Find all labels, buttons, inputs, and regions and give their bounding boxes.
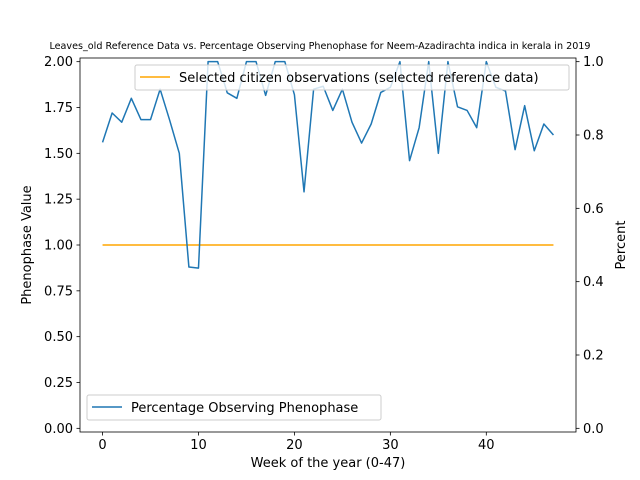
x-tick-label: 0	[98, 438, 106, 453]
y-left-tick-label: 1.25	[44, 193, 73, 208]
legend-box	[134, 64, 570, 91]
y-left-tick-label: 1.00	[44, 239, 73, 254]
y-left-tick-label: 0.50	[44, 330, 73, 345]
plot-area	[101, 60, 555, 269]
left-y-axis: 0.00 0.25 0.50 0.75 1.00 1.25 1.50 1.75 2.00	[44, 55, 80, 437]
x-axis: 0 10 20 30 40	[98, 432, 495, 453]
legend-label-reference: Selected citizen observations (selected …	[179, 71, 539, 86]
y-left-tick-label: 0.75	[44, 284, 73, 299]
x-tick-label: 20	[286, 438, 303, 453]
x-tick-label: 40	[478, 438, 495, 453]
right-y-axis: 0.0 0.2 0.4 0.6 0.8 1.0	[576, 55, 604, 437]
x-tick-label: 10	[190, 438, 207, 453]
y-left-tick-label: 0.25	[44, 376, 73, 391]
x-tick-label: 30	[382, 438, 399, 453]
y-right-tick-label: 0.4	[583, 275, 604, 290]
y-left-tick-label: 1.50	[44, 147, 73, 162]
y-right-tick-label: 0.2	[583, 349, 604, 364]
y-axis-label-right: Percent	[614, 221, 629, 270]
y-right-tick-label: 0.0	[583, 422, 604, 437]
legend-box	[86, 394, 382, 421]
y-right-tick-label: 0.8	[583, 129, 604, 144]
y-right-tick-label: 1.0	[583, 55, 604, 70]
y-right-tick-label: 0.6	[583, 202, 604, 217]
y-left-tick-label: 0.00	[44, 422, 73, 437]
legend-label-percentage: Percentage Observing Phenophase	[131, 401, 358, 416]
y-left-tick-label: 2.00	[44, 55, 73, 70]
series-line-1	[101, 60, 555, 269]
legend-lower-left: Percentage Observing Phenophase	[86, 394, 382, 421]
x-axis-label: Week of the year (0-47)	[251, 456, 406, 471]
y-axis-label-left: Phenophase Value	[20, 185, 35, 304]
chart-title: Leaves_old Reference Data vs. Percentage…	[49, 41, 590, 52]
legend-upper-right: Selected citizen observations (selected …	[134, 64, 570, 91]
y-left-tick-label: 1.75	[44, 101, 73, 116]
plot-frame	[79, 57, 577, 433]
